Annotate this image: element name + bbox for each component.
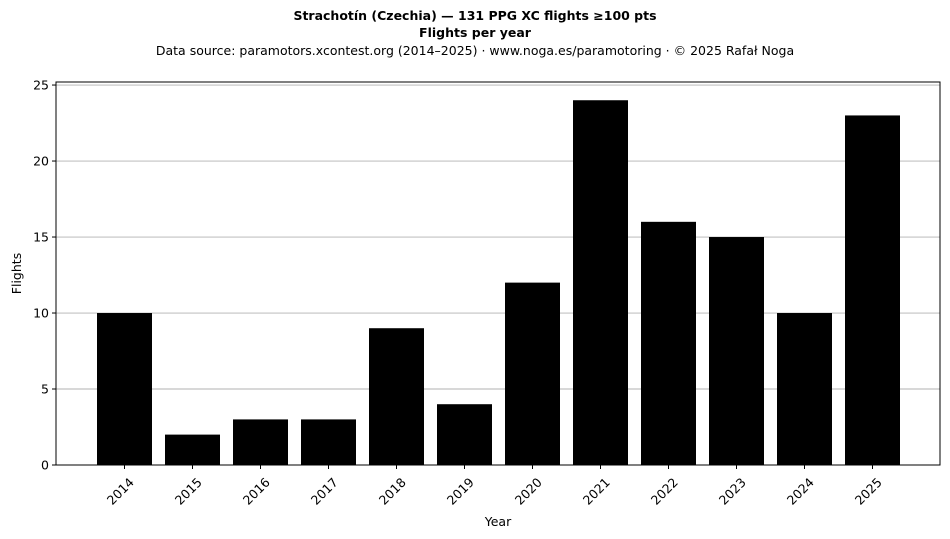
x-tick-label: 2025 <box>852 475 885 508</box>
x-tick-label: 2016 <box>240 475 273 508</box>
x-tick-label: 2014 <box>104 475 137 508</box>
source-note: Data source: paramotors.xcontest.org (20… <box>155 43 795 58</box>
bar-2018 <box>369 328 424 465</box>
y-tick-label: 10 <box>33 306 49 321</box>
y-tick-label: 5 <box>41 382 49 397</box>
bar-2022 <box>641 221 696 465</box>
x-tick-label: 2021 <box>580 475 613 508</box>
y-tick-label: 15 <box>33 230 49 245</box>
bar-2019 <box>437 404 492 465</box>
chart-title: Strachotín (Czechia) — 131 PPG XC flight… <box>293 8 657 23</box>
bar-2021 <box>573 100 628 465</box>
x-tick-label: 2022 <box>648 475 681 508</box>
chart-subtitle: Flights per year <box>419 25 531 40</box>
x-tick-label: 2019 <box>444 475 477 508</box>
x-axis: 2014 2015 2016 2017 2018 2019 2020 2021 2022 2023… <box>104 465 885 508</box>
y-tick-label: 20 <box>33 154 49 169</box>
plot-frame <box>55 81 941 466</box>
x-tick-label: 2015 <box>172 475 205 508</box>
bars <box>97 100 900 465</box>
bar-2020 <box>505 282 560 465</box>
x-tick-label: 2023 <box>716 475 749 508</box>
bar-2015 <box>165 434 220 465</box>
y-tick-label: 0 <box>41 458 49 473</box>
x-tick-label: 2020 <box>512 475 545 508</box>
bar-2024 <box>777 313 832 465</box>
y-axis: 0 5 10 15 20 25 <box>33 78 56 473</box>
x-axis-label: Year <box>484 514 512 529</box>
y-axis-label: Flights <box>9 253 24 294</box>
x-tick-label: 2018 <box>376 475 409 508</box>
x-tick-label: 2024 <box>784 475 817 508</box>
bar-2023 <box>709 237 764 465</box>
bar-2016 <box>233 419 288 465</box>
bar-2014 <box>97 313 152 465</box>
bar-2025 <box>845 115 900 465</box>
x-tick-label: 2017 <box>308 475 341 508</box>
bar-2017 <box>301 419 356 465</box>
y-tick-label: 25 <box>33 78 49 93</box>
